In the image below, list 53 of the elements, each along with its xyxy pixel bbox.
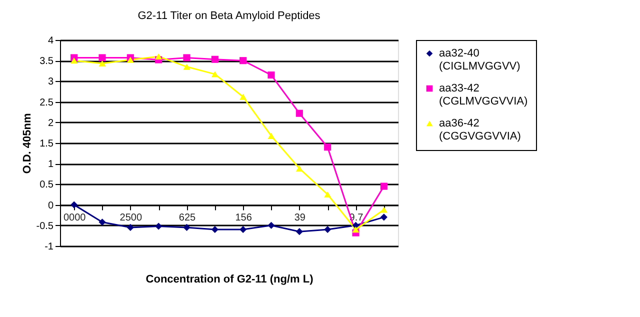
y-tick-label: -1 <box>44 242 54 252</box>
point <box>70 201 78 208</box>
point <box>183 224 190 231</box>
x-tick-label: 0000 <box>63 212 86 224</box>
point <box>98 60 106 67</box>
x-tick-label: 2500 <box>120 212 142 224</box>
x-tick-label: 39 <box>294 212 306 224</box>
y-tick-label: 2.5 <box>40 97 54 108</box>
x-tick-label: 625 <box>178 212 196 224</box>
point <box>296 165 303 172</box>
point <box>211 71 218 78</box>
legend-label: aa33-42 (CGLMVGGVVIA) <box>439 82 528 108</box>
y-axis-title: O.D. 405nm <box>21 113 34 174</box>
y-tick-label: 4 <box>48 36 54 46</box>
point <box>380 206 388 213</box>
y-tick-label: 3 <box>48 76 54 88</box>
point <box>240 94 247 100</box>
point <box>296 228 303 236</box>
point <box>126 224 134 231</box>
x-tick-label: 156 <box>235 212 252 224</box>
point <box>155 53 162 60</box>
point <box>183 64 190 70</box>
point <box>211 56 218 63</box>
point <box>240 226 247 234</box>
y-tick-label: -0.5 <box>36 220 54 232</box>
point <box>70 58 78 64</box>
point <box>296 110 303 117</box>
point <box>324 226 332 234</box>
point <box>98 54 106 62</box>
point <box>183 54 190 62</box>
point <box>380 214 388 221</box>
chart-title: G2-11 Titer on Beta Amyloid Peptides <box>138 10 321 22</box>
point <box>155 222 162 230</box>
point <box>380 182 388 190</box>
point <box>126 56 134 63</box>
point <box>324 191 332 198</box>
y-tick-label: 0 <box>48 200 54 212</box>
y-tick-label: 0.5 <box>40 180 54 191</box>
point <box>324 144 332 151</box>
x-axis-title: Concentration of G2-11 (ng/m L) <box>146 274 314 286</box>
y-tick-label: 1 <box>48 159 54 170</box>
point <box>268 71 275 79</box>
point <box>240 57 247 64</box>
point <box>352 226 360 233</box>
legend-label: aa36-42 (CGGVGGVVIA) <box>439 118 521 142</box>
y-tick-label: 1.5 <box>40 138 54 150</box>
y-tick-label: 3.5 <box>40 56 54 68</box>
point <box>268 132 275 140</box>
y-tick-label: 2 <box>48 118 54 129</box>
point <box>268 222 275 229</box>
legend-label: aa32-40 (CIGLMVGGVV) <box>439 48 520 72</box>
point <box>98 218 106 226</box>
point <box>211 226 218 234</box>
